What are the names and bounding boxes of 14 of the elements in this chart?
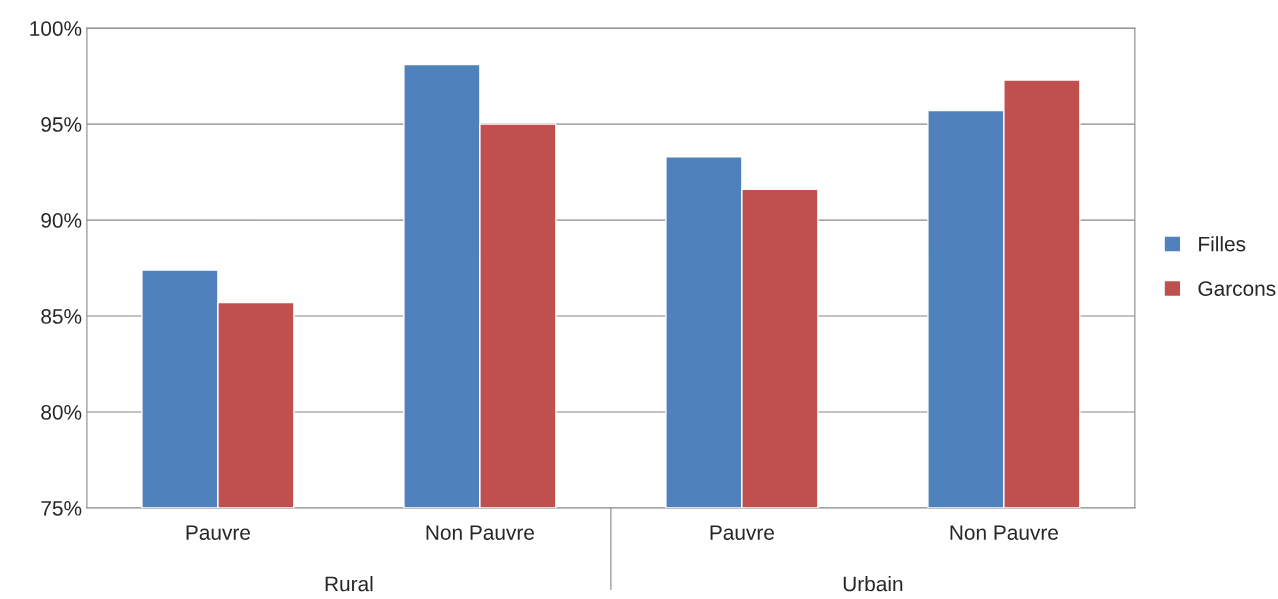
x-tick-label: Non Pauvre: [950, 525, 1058, 540]
x-tick-label: Pauvre: [186, 525, 250, 540]
text: Urbain: [843, 576, 903, 592]
x-tick-label: Pauvre: [710, 525, 774, 540]
x-tick-label: Non Pauvre: [426, 525, 534, 540]
y-tick-label: 95%: [41, 117, 82, 132]
y-tick-label: 90%: [41, 213, 82, 228]
legend-label: Filles: [1199, 236, 1246, 252]
y-tick-label: 85%: [41, 309, 82, 324]
y-tick-label: 80%: [41, 404, 82, 420]
y-tick-label: 75%: [41, 501, 82, 516]
legend-label: Garcons: [1198, 281, 1276, 296]
text: Rural: [325, 576, 373, 592]
y-tick-label: 100%: [30, 21, 82, 36]
